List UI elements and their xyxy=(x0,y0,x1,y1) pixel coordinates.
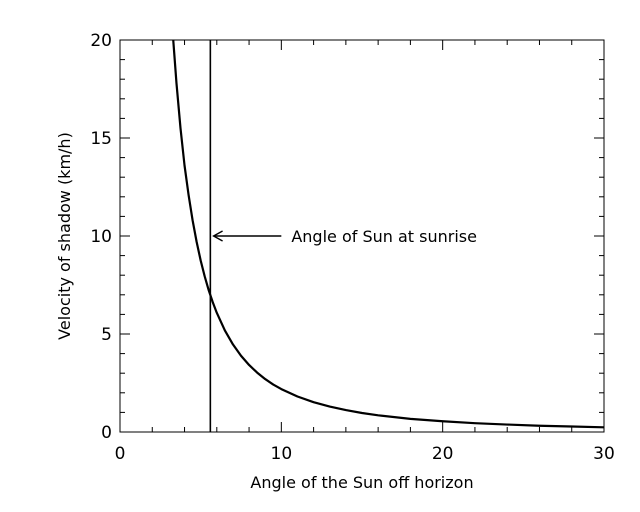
plot-frame xyxy=(119,39,605,433)
y-tick-label: 5 xyxy=(101,325,112,345)
tick-labels: 0 10 20 30 0 5 10 15 20 xyxy=(90,31,614,464)
plot-content xyxy=(172,39,605,432)
x-tick-label: 20 xyxy=(432,444,454,464)
annotation-arrow-head xyxy=(212,230,223,242)
x-tick-label: 30 xyxy=(593,444,615,464)
y-tick-label: 20 xyxy=(90,31,112,51)
y-tick-label: 10 xyxy=(90,227,112,247)
minor-ticks xyxy=(120,40,604,432)
x-tick-label: 10 xyxy=(271,444,293,464)
x-axis-title: Angle of the Sun off horizon xyxy=(250,473,473,492)
annotation-text: Angle of Sun at sunrise xyxy=(291,227,477,246)
series-line xyxy=(172,39,605,429)
x-tick-label: 0 xyxy=(115,444,126,464)
y-axis-title: Velocity of shadow (km/h) xyxy=(55,132,74,340)
y-tick-label: 0 xyxy=(101,423,112,443)
y-tick-label: 15 xyxy=(90,129,112,149)
